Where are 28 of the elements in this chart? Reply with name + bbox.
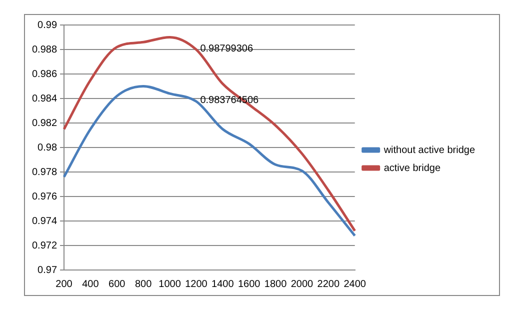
y-tick-label: 0.988 [32, 44, 58, 56]
y-tick-label: 0.976 [32, 191, 58, 202]
line-series [62, 85, 356, 237]
y-tick-label: 0.98 [38, 142, 58, 154]
line-series [62, 36, 356, 232]
legend-label: without active bridge [382, 144, 476, 156]
data-label: 0.98799306 [200, 43, 254, 54]
y-tick-label: 0.984 [32, 93, 58, 104]
x-tick-label: 1600 [238, 278, 261, 290]
y-tick-label: 0.97 [38, 264, 58, 276]
x-tick-label: 1800 [264, 278, 288, 290]
x-tick-label: 2200 [317, 278, 340, 290]
x-tick-label: 800 [134, 278, 152, 290]
x-tick-label: 600 [108, 278, 126, 290]
y-tick-label: 0.978 [32, 166, 58, 178]
x-tick-label: 400 [82, 278, 100, 290]
y-tick-label: 0.982 [32, 118, 58, 129]
x-tick-label: 1200 [185, 278, 208, 290]
x-tick-label: 1000 [158, 278, 182, 290]
y-tick-label: 0.986 [32, 68, 58, 80]
legend-label: active bridge [384, 162, 441, 174]
y-tick-label: 0.99 [38, 20, 58, 31]
x-tick-label: 200 [56, 278, 73, 290]
x-tick-label: 1400 [212, 278, 234, 290]
x-tick-label: 2400 [344, 278, 366, 290]
y-tick-label: 0.972 [32, 240, 58, 252]
x-tick-label: 2000 [290, 278, 314, 290]
y-tick-label: 0.974 [32, 216, 58, 227]
